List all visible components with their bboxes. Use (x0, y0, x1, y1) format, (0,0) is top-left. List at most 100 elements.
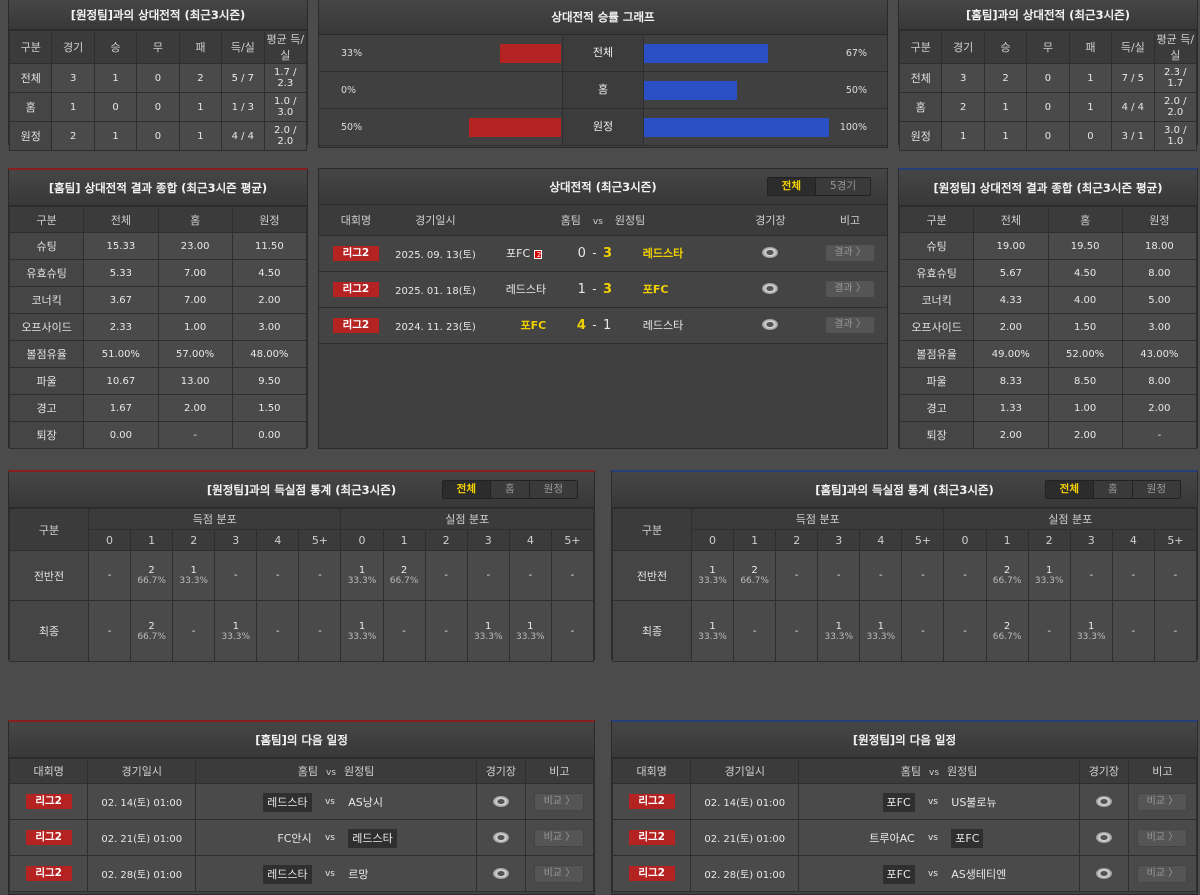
row-label: 슈팅 (8, 232, 85, 260)
teams-header: 홈팀 vs 원정팀 (478, 205, 728, 235)
bucket-header: 3 (466, 529, 510, 551)
count: 1 (358, 620, 366, 632)
compare-button[interactable]: 비교 〉 (1137, 792, 1188, 811)
league-badge: 리그2 (25, 866, 72, 881)
compare-button[interactable]: 비교 〉 (1137, 864, 1188, 883)
toggle-last5[interactable]: 5경기 (814, 178, 870, 195)
vs-label: vs (311, 855, 349, 892)
schedule-row: 리그2 02. 14(토) 01:00 포FC vs US불로뉴 비교 〉 (611, 783, 1198, 820)
header-row: 대회명 경기일시 홈팀 vs 원정팀 경기장 비고 (611, 758, 1198, 784)
cell: 1 (178, 121, 223, 151)
stadium-icon[interactable] (1095, 795, 1112, 807)
bucket-header: 4 (859, 529, 903, 551)
bucket-header: 0 (340, 529, 384, 551)
count: 1 (709, 620, 716, 632)
percent: 33.3% (1034, 576, 1064, 586)
percent: 66.7% (992, 576, 1022, 586)
bucket-header: 5+ (1153, 529, 1198, 551)
result-button[interactable]: 결과 〉 (825, 316, 876, 334)
stadium-icon[interactable] (762, 283, 779, 295)
stadium-icon[interactable] (762, 319, 779, 331)
cell: 2 (983, 63, 1028, 93)
table-row: 최종 1 33.3% - -1 33.3% 1 33.3% - -2 66.7% -1 33.3% - - (612, 600, 1198, 662)
home-team: 포FC (506, 247, 531, 260)
row-label: 홈 (562, 72, 644, 108)
bucket-header: 3 (214, 529, 258, 551)
row-label: 홈 (898, 92, 943, 122)
toggle-all[interactable]: 전체 (767, 178, 815, 195)
home-team: 포FC (882, 864, 915, 884)
toggle-option[interactable]: 홈 (1093, 481, 1132, 498)
cell: 1 / 3 (221, 92, 265, 122)
left-bar (468, 118, 561, 137)
row-label: 볼점유율 (898, 340, 975, 368)
count: 1 (709, 565, 716, 576)
bucket-header: 2 (424, 529, 468, 551)
table-row: 파울 10.67 13.00 9.50 (8, 367, 308, 395)
percent: 33.3% (347, 631, 377, 642)
cell: 0 (136, 121, 180, 151)
toggle-option[interactable]: 원정 (528, 481, 577, 498)
toggle-option[interactable]: 원정 (1131, 481, 1180, 498)
cell: - (943, 600, 987, 662)
toggle-option[interactable]: 전체 (1045, 481, 1093, 498)
cell: 10.67 (83, 367, 159, 395)
right-percent: 100% (839, 122, 867, 133)
cell: 43.00% (1121, 340, 1198, 368)
stadium-icon[interactable] (492, 867, 509, 879)
row-label: 유효슈팅 (8, 259, 85, 287)
bucket-header: 5+ (901, 529, 945, 551)
cell: 4.00 (1047, 286, 1123, 314)
table-row: 경고 1.67 2.00 1.50 (8, 394, 308, 422)
score-separator: - (585, 270, 603, 308)
cell: - (157, 421, 233, 449)
filter-toggle: 전체 5경기 (766, 177, 871, 196)
cell: 0 (136, 63, 180, 93)
result-button[interactable]: 결과 〉 (825, 244, 876, 262)
header-row: 대회명 경기일시 홈팀 vs 원정팀 경기장 비고 (319, 205, 887, 235)
compare-button[interactable]: 비교 〉 (534, 792, 585, 811)
toggle-option[interactable]: 전체 (442, 481, 490, 498)
schedule-row: 리그2 02. 21(토) 01:00 트루아AC vs 포FC 비교 〉 (611, 819, 1198, 856)
header-row: 구분 전체 홈 원정 (898, 206, 1198, 233)
compare-button[interactable]: 비교 〉 (534, 864, 585, 883)
bucket-header: 4 (508, 529, 552, 551)
cell: 1.50 (1047, 313, 1123, 341)
stadium-icon[interactable] (492, 831, 509, 843)
match-date: 02. 28(토) 01:00 (87, 855, 197, 892)
percent: 66.7% (389, 576, 419, 586)
league-badge: 리그2 (25, 830, 72, 845)
cell: 7 / 5 (1111, 63, 1155, 93)
panel-title: [원정팀]의 다음 일정 (612, 722, 1197, 758)
stadium-icon[interactable] (1095, 831, 1112, 843)
cell: 1 (51, 92, 95, 122)
cell: 1.67 (83, 394, 159, 422)
cell: 1 (93, 121, 138, 151)
percent: 33.3% (347, 576, 377, 586)
stadium-icon[interactable] (1095, 867, 1112, 879)
compare-button[interactable]: 비교 〉 (534, 828, 585, 847)
teams-header: 홈팀 vs 원정팀 (798, 758, 1080, 784)
row-label: 슈팅 (898, 232, 975, 260)
column-header: 구분 (8, 206, 85, 233)
cell: 1.50 (231, 394, 308, 422)
match-date: 02. 14(토) 01:00 (690, 783, 800, 820)
count: 2 (400, 565, 408, 576)
cell: - (550, 550, 595, 601)
cell: 4.50 (231, 259, 308, 287)
row-label: 홈 (8, 92, 53, 122)
result-button[interactable]: 결과 〉 (825, 280, 876, 298)
cell: 1 33.3% (1069, 600, 1113, 662)
stadium-icon[interactable] (762, 247, 779, 259)
compare-button[interactable]: 비교 〉 (1137, 828, 1188, 847)
table-row: 코너킥 4.33 4.00 5.00 (898, 286, 1198, 314)
cell: 1 (1068, 92, 1113, 122)
table-row: 볼점유율 49.00% 52.00% 43.00% (898, 340, 1198, 368)
toggle-option[interactable]: 홈 (490, 481, 529, 498)
cell: 5.00 (1121, 286, 1198, 314)
cell: 1 (983, 121, 1028, 151)
cell: 8.33 (973, 367, 1049, 395)
goals-table: 구분 득점 분포 실점 분포 0 1 2 3 4 5+ 0 1 2 3 4 5+ 전반전 1 33.3% 2 66.7… (612, 508, 1198, 662)
stadium-icon[interactable] (492, 795, 509, 807)
